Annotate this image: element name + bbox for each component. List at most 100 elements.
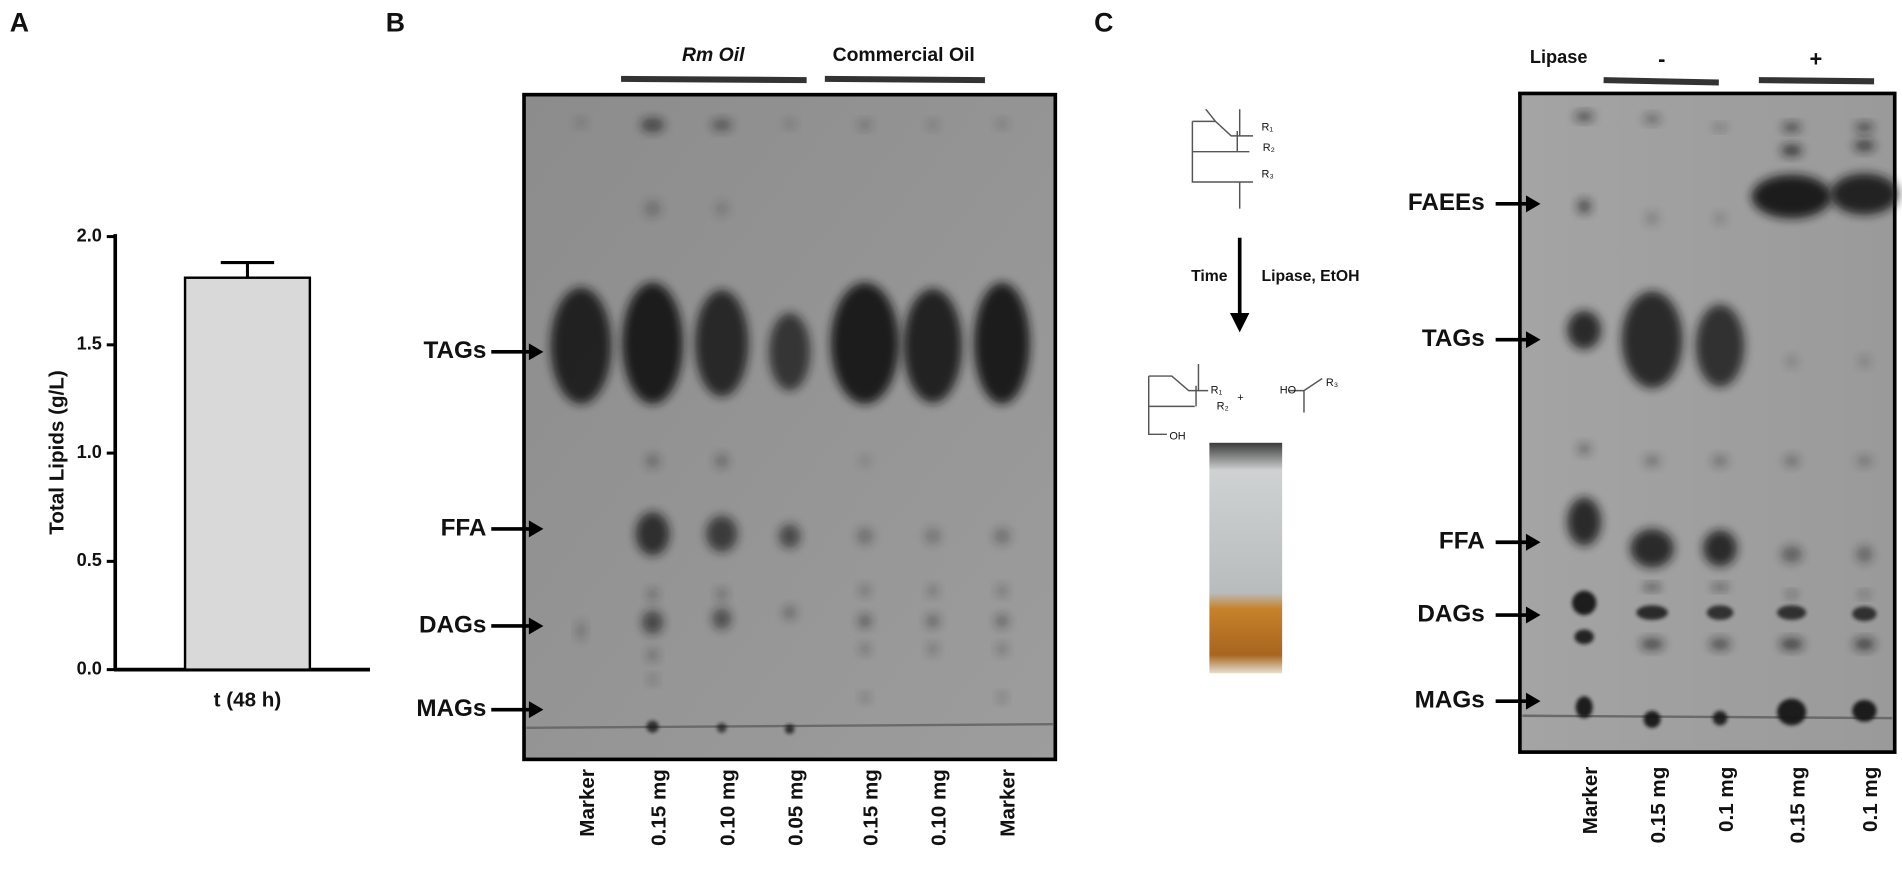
spot	[1712, 710, 1728, 726]
spot	[1621, 291, 1683, 389]
spot	[1643, 583, 1661, 591]
spot	[1858, 590, 1871, 599]
panel-c: C Time Lipase, EtOH Lipase - + R₁ R₂ R₃ R₁ R…	[1094, 7, 1899, 844]
spot	[714, 201, 730, 216]
tlc-plate	[522, 92, 1058, 762]
spot	[1852, 606, 1877, 622]
error-bar	[220, 261, 275, 278]
spot	[1575, 696, 1593, 719]
structure-label: R₁	[1262, 121, 1274, 133]
spot	[1576, 442, 1592, 455]
structure-label: R₁	[1211, 385, 1223, 397]
spot	[1643, 454, 1661, 468]
spot	[857, 120, 873, 130]
spot	[1855, 545, 1873, 563]
spot	[1643, 710, 1661, 728]
arrowhead	[528, 343, 544, 361]
band-label: DAGs	[1417, 600, 1484, 627]
spot	[1706, 605, 1734, 620]
spot	[646, 649, 659, 662]
product-structure	[1147, 363, 1323, 436]
spot	[858, 584, 871, 597]
structure-label: R₃	[1262, 169, 1274, 181]
group-label: Rm Oil	[682, 44, 745, 66]
spot	[712, 607, 732, 630]
y-tick-label: 0.0	[77, 658, 102, 678]
panel-b: B Rm Oil Commercial Oil TAGs FFA DAGs MAGs M…	[386, 7, 1058, 846]
spot	[1709, 638, 1731, 651]
band-label: FAEEs	[1408, 189, 1485, 216]
spot	[1567, 497, 1602, 546]
treatment-label: Lipase	[1530, 47, 1588, 67]
group-bar	[824, 75, 985, 84]
group-label: +	[1810, 46, 1823, 71]
lane-label: 0.15 mg	[1786, 767, 1809, 844]
spot	[1853, 638, 1876, 651]
band-label: FFA	[441, 514, 487, 541]
panel-label: A	[10, 7, 29, 37]
lane-label: 0.1 mg	[1859, 767, 1882, 832]
lane-label: Marker	[997, 769, 1020, 837]
structure-label: R₃	[1326, 377, 1338, 389]
group-bar	[1758, 77, 1875, 85]
panel-a: A Total Lipids (g/L) 0.0 0.5 1.0 1.5 2.0 t (4…	[10, 7, 370, 712]
spot	[574, 117, 588, 128]
spot	[1780, 545, 1803, 563]
spot	[860, 692, 870, 703]
panel-label: B	[386, 7, 405, 37]
arrowhead	[528, 520, 544, 538]
spot	[1783, 454, 1801, 468]
arrowhead	[1525, 195, 1541, 213]
spot	[903, 288, 962, 403]
arrowhead	[1525, 606, 1541, 624]
spot	[1639, 638, 1665, 651]
spot	[926, 584, 939, 597]
spot	[647, 674, 658, 685]
spot	[645, 453, 660, 469]
spot	[1703, 530, 1738, 567]
spot	[1574, 629, 1594, 645]
spot	[1830, 173, 1899, 215]
spot	[1751, 174, 1832, 219]
spot	[1855, 454, 1873, 468]
spot	[778, 524, 801, 549]
spot	[644, 200, 662, 218]
lane-label: 0.05 mg	[784, 769, 807, 846]
spot	[995, 118, 1009, 129]
y-tick-label: 2.0	[77, 225, 102, 245]
spot	[695, 289, 749, 397]
spot	[1853, 139, 1876, 152]
lane-label: 0.10 mg	[928, 769, 951, 846]
spot	[1780, 144, 1803, 157]
reaction-conditions: Lipase, EtOH	[1262, 268, 1360, 285]
spot	[635, 511, 670, 556]
group-label: Commercial Oil	[833, 44, 975, 66]
spot	[710, 118, 733, 132]
spot	[856, 527, 874, 545]
spot	[622, 282, 683, 404]
spot	[1852, 699, 1877, 722]
spot	[1574, 111, 1594, 122]
spot	[782, 605, 797, 620]
y-tick-label: 1.0	[77, 442, 102, 462]
spot	[1567, 310, 1602, 350]
spot	[1785, 355, 1798, 368]
spot	[1636, 605, 1668, 620]
spot	[784, 724, 795, 734]
spot	[926, 642, 939, 656]
y-axis-label: Total Lipids (g/L)	[46, 370, 69, 534]
spot	[1854, 122, 1875, 133]
spot	[1711, 583, 1729, 591]
spot	[1643, 114, 1661, 124]
spot	[640, 117, 665, 133]
arrowhead	[1525, 331, 1541, 349]
spot	[783, 118, 796, 129]
structure-label: OH	[1169, 431, 1185, 443]
x-tick-label: t (48 h)	[214, 689, 282, 712]
lane-label: Marker	[576, 769, 599, 837]
lane-label: 0.10 mg	[716, 769, 739, 846]
arrowhead	[1525, 692, 1541, 710]
arrowhead	[528, 617, 544, 635]
band-label: MAGs	[1415, 687, 1485, 714]
band-label: TAGs	[1422, 325, 1485, 352]
